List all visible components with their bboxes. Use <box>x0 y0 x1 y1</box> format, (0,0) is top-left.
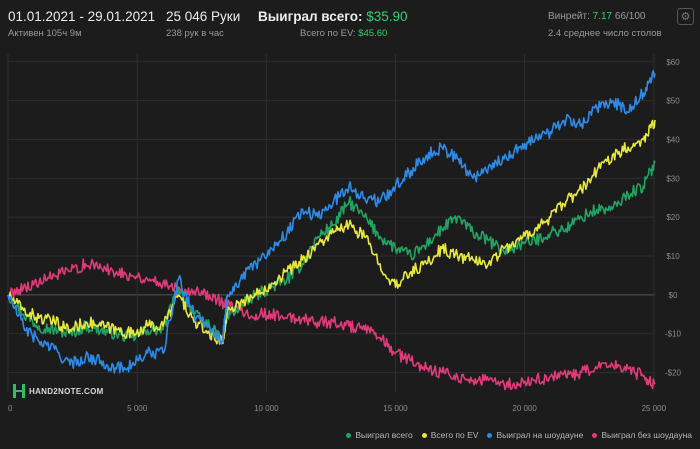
y-axis-labels: -$20 -$10 $0 $10 $20 $30 $40 $50 $60 <box>665 58 682 378</box>
y-tick-label: -$10 <box>665 330 682 339</box>
x-tick-label: 20 000 <box>512 404 537 413</box>
hands-count: 25 046 Руки <box>166 9 241 24</box>
x-tick-label: 5 000 <box>127 404 148 413</box>
active-time: Активен 105ч 9м <box>8 28 82 39</box>
x-tick-label: 10 000 <box>254 404 279 413</box>
y-tick-label: $20 <box>666 213 680 222</box>
series-line <box>7 70 656 374</box>
y-tick-label: $60 <box>666 58 680 67</box>
legend-item[interactable]: Выиграл без шоудауна <box>592 428 692 442</box>
gear-icon[interactable]: ⚙ <box>677 8 694 25</box>
winrate-value: 7.17 <box>592 11 613 22</box>
x-axis-labels: 0 5 000 10 000 15 000 20 000 25 000 <box>8 404 667 413</box>
logo-mark <box>13 384 25 398</box>
legend-item[interactable]: Всего по EV <box>421 428 479 442</box>
x-tick-label: 0 <box>8 404 13 413</box>
avg-tables: 2.4 среднее число столов <box>548 28 662 39</box>
series-line <box>7 119 656 345</box>
legend-item[interactable]: Выиграл на шоудауне <box>487 428 583 442</box>
y-tick-label: $40 <box>666 135 680 144</box>
logo-text: HAND2NOTE.COM <box>29 386 104 396</box>
chart: -$20 -$10 $0 $10 $20 $30 $40 $50 $60 0 5 000 10 00… <box>7 54 682 413</box>
series-line <box>7 160 656 345</box>
winrate-label: Винрейт: <box>548 11 590 22</box>
ev-total-label: Всего по EV: <box>300 28 356 39</box>
legend-dot <box>487 432 493 438</box>
winrate: Винрейт: 7.17 66/100 <box>548 11 645 22</box>
legend-label: Выиграл всего <box>355 430 413 440</box>
won-total: Выиграл всего: $35.90 <box>258 9 408 24</box>
legend-item[interactable]: Выиграл всего <box>346 428 413 442</box>
legend-dot <box>592 432 598 438</box>
y-tick-label: $30 <box>666 174 680 183</box>
hand2note-logo: HAND2NOTE.COM <box>13 384 104 398</box>
series-lines <box>7 70 656 391</box>
hands-per-hour: 238 рук в час <box>166 28 224 39</box>
date-range[interactable]: 01.01.2021 - 29.01.2021 <box>8 9 156 24</box>
grid <box>7 54 655 392</box>
x-tick-label: 25 000 <box>642 404 667 413</box>
series-line <box>7 258 656 391</box>
ev-total-value: $45.60 <box>358 28 388 39</box>
winrate-extra: 66/100 <box>614 11 646 22</box>
won-total-value: $35.90 <box>366 9 408 24</box>
y-tick-label: $50 <box>666 97 680 106</box>
legend-dot <box>421 432 427 438</box>
won-total-label: Выиграл всего: <box>258 9 363 24</box>
legend-label: Выиграл без шоудауна <box>601 430 692 440</box>
x-tick-label: 15 000 <box>383 404 408 413</box>
legend-label: Всего по EV <box>430 430 479 440</box>
legend-label: Выиграл на шоудауне <box>496 430 584 440</box>
stats-header: 01.01.2021 - 29.01.2021 Активен 105ч 9м … <box>0 0 700 48</box>
y-tick-label: $10 <box>666 252 680 261</box>
y-tick-label: -$20 <box>665 369 682 378</box>
legend-dot <box>346 432 352 438</box>
legend: Выиграл всего Всего по EV Выиграл на шоуда… <box>346 428 700 442</box>
y-tick-label: $0 <box>669 291 678 300</box>
ev-total: Всего по EV: $45.60 <box>300 28 387 39</box>
